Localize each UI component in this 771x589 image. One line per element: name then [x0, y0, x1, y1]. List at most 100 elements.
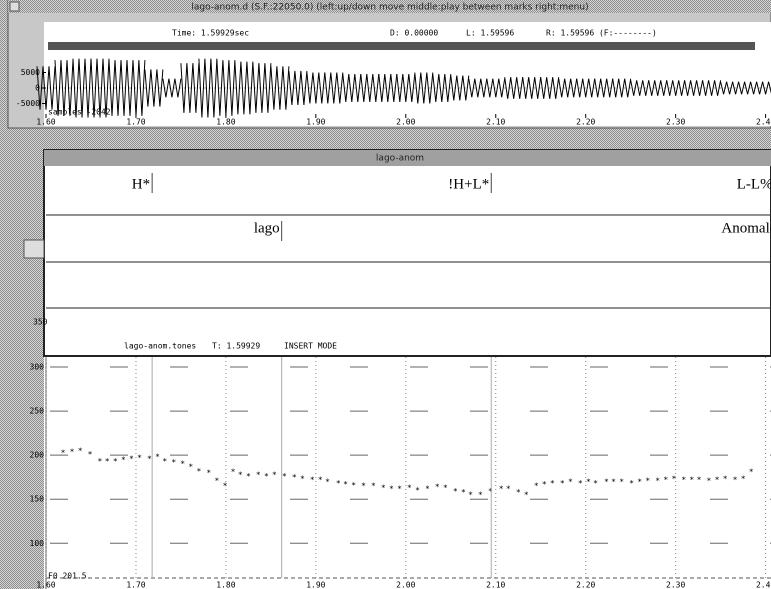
- f0-point: *: [478, 491, 483, 500]
- label-title: lago-anom: [376, 154, 424, 164]
- f0-point: *: [351, 481, 356, 490]
- f0-point: *: [593, 479, 598, 488]
- l-readout: L: 1.59596: [466, 29, 514, 38]
- f0-point: *: [542, 480, 547, 489]
- f0-point: *: [488, 487, 493, 496]
- f0-point: *: [389, 484, 394, 493]
- f0-point: *: [397, 484, 402, 493]
- wave-pane: [44, 22, 771, 126]
- f0-point: *: [325, 477, 330, 486]
- f0-point: *: [741, 475, 746, 484]
- waveform-segment: [288, 70, 308, 106]
- waveform-segment: [54, 60, 74, 116]
- waveform-segment: [702, 80, 722, 96]
- waveform-segment: [684, 80, 704, 96]
- x-tick-label: 2.30: [666, 118, 685, 127]
- label-window: [43, 149, 771, 357]
- f0-point: *: [78, 446, 83, 455]
- y-tick-label: 0: [35, 84, 40, 93]
- f0-point: *: [214, 476, 219, 485]
- waveform-segment: [486, 78, 506, 98]
- r-readout: R: 1.59596 (F:--------): [546, 29, 657, 38]
- wave-titlebar[interactable]: [8, 0, 771, 13]
- x-tick-label: 2.20: [576, 118, 595, 127]
- tier-label: L-L%: [737, 176, 771, 192]
- samples-label: samples -2042: [48, 108, 111, 117]
- f0-point: *: [611, 477, 616, 486]
- waveform-segment: [360, 74, 380, 103]
- f0-point: *: [604, 477, 609, 486]
- waveform-segment: [432, 74, 452, 103]
- f0-point: *: [238, 470, 243, 479]
- f0-point: *: [749, 468, 754, 477]
- f0-point: *: [435, 483, 440, 492]
- f0-point: *: [246, 472, 251, 481]
- y-tick-label: 5000: [21, 68, 40, 77]
- waveform-segment: [144, 69, 164, 107]
- x-tick-label: 1.70: [126, 581, 145, 589]
- f0-point: *: [645, 476, 650, 485]
- waveform-segment: [72, 58, 92, 118]
- tier-label: H*: [132, 176, 150, 192]
- x-tick-label: 2.20: [576, 581, 595, 589]
- f0-point: *: [272, 470, 277, 479]
- f0-point: *: [534, 482, 539, 491]
- waveform-segment: [666, 80, 686, 96]
- label-titlebar[interactable]: [44, 150, 771, 166]
- waveform-segment: [270, 66, 290, 110]
- x-tick-label: 1.90: [306, 581, 325, 589]
- side-tick: 350: [33, 318, 48, 327]
- f0-point: *: [381, 484, 386, 493]
- f0-point: *: [425, 484, 430, 493]
- f0-point: *: [147, 454, 152, 463]
- f0-point: *: [689, 476, 694, 485]
- f0-point: *: [231, 468, 236, 477]
- x-tick-label: 2.40: [756, 118, 771, 127]
- f0-point: *: [98, 457, 103, 466]
- f0-point: *: [578, 479, 583, 488]
- f0-readout: F0 201.5: [48, 572, 87, 581]
- f0-point: *: [663, 476, 668, 485]
- f0-point: *: [318, 476, 323, 485]
- f0-point: *: [264, 472, 269, 481]
- f0-point: *: [292, 473, 297, 482]
- f0-point: *: [560, 479, 565, 488]
- waveform-segment: [396, 74, 416, 103]
- waveform-segment: [36, 66, 56, 110]
- x-tick-label: 2.10: [486, 118, 505, 127]
- footer-mode: INSERT MODE: [284, 342, 337, 351]
- f0-point: *: [681, 476, 686, 485]
- waveform-segment: [414, 72, 434, 104]
- x-tick-label: 1.80: [216, 581, 235, 589]
- f0-pane: [44, 357, 771, 589]
- waveform-segment: [234, 61, 254, 115]
- f0-point: *: [162, 457, 167, 466]
- y-tick-label: 100: [30, 539, 45, 548]
- f0-point: *: [723, 475, 728, 484]
- waveform-segment: [576, 78, 596, 98]
- waveform-segment: [324, 72, 344, 104]
- tier-label: Anomalous: [721, 220, 771, 236]
- f0-point: *: [206, 469, 211, 478]
- f0-point: *: [282, 472, 287, 481]
- side-scroll-button[interactable]: [23, 239, 45, 259]
- x-tick-label: 1.80: [216, 118, 235, 127]
- f0-point: *: [197, 467, 202, 476]
- f0-point: *: [223, 482, 228, 491]
- f0-point: *: [188, 462, 193, 471]
- waveform-segment: [756, 81, 771, 95]
- window-menu-button[interactable]: [9, 1, 20, 12]
- waveform-segment: [378, 74, 398, 103]
- f0-point: *: [453, 487, 458, 496]
- waveform-segment: [108, 60, 128, 116]
- scroll-bar[interactable]: [48, 42, 755, 50]
- f0-point: *: [671, 475, 676, 484]
- wave-title: lago-anom.d (S.F.:22050.0) (left:up/down…: [191, 3, 588, 13]
- f0-point: *: [629, 479, 634, 488]
- f0-point: *: [637, 477, 642, 486]
- waveform-segment: [504, 77, 524, 99]
- waveform-segment: [630, 80, 650, 96]
- f0-point: *: [655, 476, 660, 485]
- f0-point: *: [407, 484, 412, 493]
